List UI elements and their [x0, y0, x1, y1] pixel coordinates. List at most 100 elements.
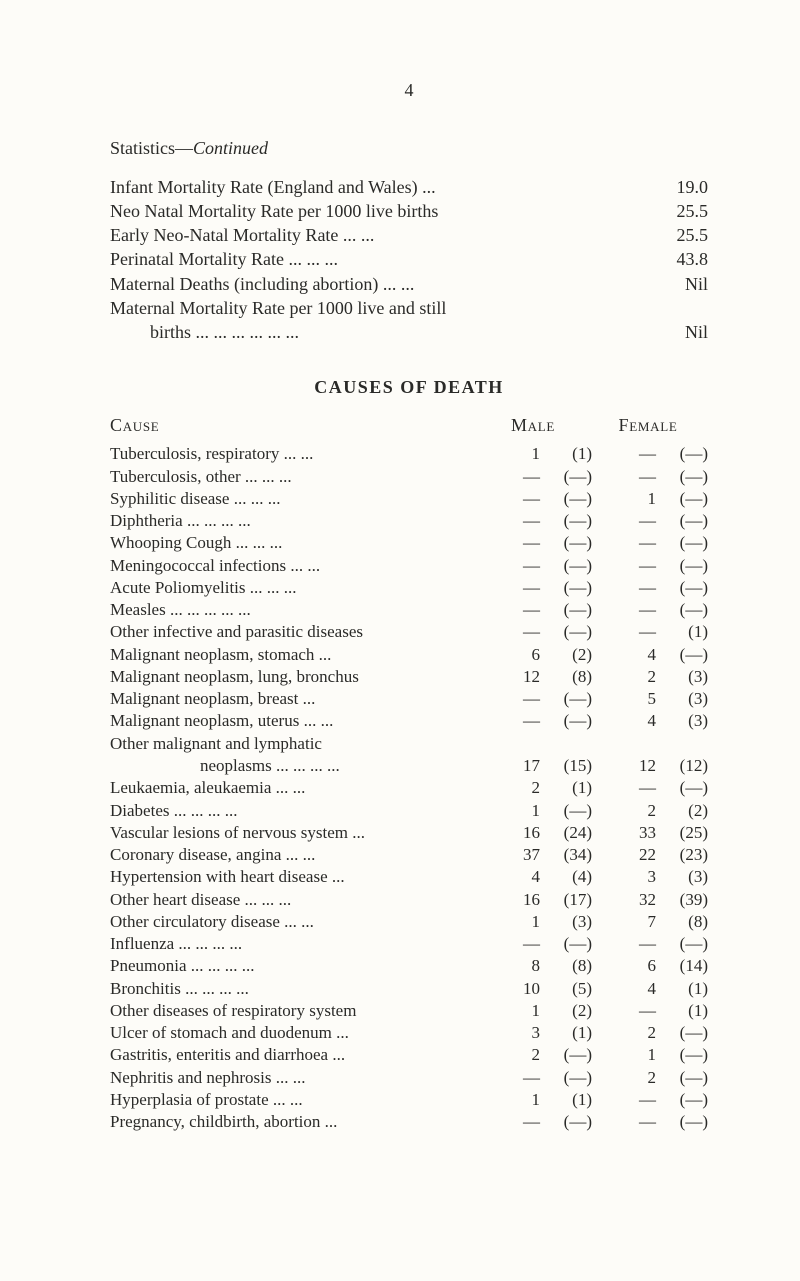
cause-row: Malignant neoplasm, uterus ... ...—(—)4(… [110, 710, 708, 732]
cause-label: Hyperplasia of prostate ... ... [110, 1089, 504, 1111]
female-paren: (8) [656, 911, 708, 933]
male-count: 6 [504, 644, 540, 666]
page: 4 Statistics—Continued Infant Mortality … [0, 0, 800, 1281]
female-count: 2 [620, 1022, 656, 1044]
cause-row: Influenza ... ... ... ...—(—)—(—) [110, 933, 708, 955]
male-count: — [504, 599, 540, 621]
male-count: — [504, 488, 540, 510]
male-count: 37 [504, 844, 540, 866]
stats-label: Infant Mortality Rate (England and Wales… [110, 175, 648, 199]
stats-value: Nil [648, 320, 708, 344]
female-paren: (23) [656, 844, 708, 866]
male-count: 2 [504, 777, 540, 799]
cause-row: Malignant neoplasm, stomach ...6(2)4(—) [110, 644, 708, 666]
cause-label: Bronchitis ... ... ... ... [110, 978, 504, 1000]
stats-label: Early Neo-Natal Mortality Rate ... ... [110, 223, 648, 247]
stats-row: Infant Mortality Rate (England and Wales… [110, 175, 708, 199]
male-paren: (—) [540, 933, 592, 955]
cause-row: Hyperplasia of prostate ... ...1(1)—(—) [110, 1089, 708, 1111]
cause-row: Other heart disease ... ... ...16(17)32(… [110, 889, 708, 911]
male-paren: (1) [540, 1089, 592, 1111]
male-count: — [504, 577, 540, 599]
cause-row: Malignant neoplasm, breast ...—(—)5(3) [110, 688, 708, 710]
female-paren: (1) [656, 978, 708, 1000]
cause-row: Pregnancy, childbirth, abortion ...—(—)—… [110, 1111, 708, 1133]
cause-label: Syphilitic disease ... ... ... [110, 488, 504, 510]
male-paren: (—) [540, 688, 592, 710]
cause-label: Pneumonia ... ... ... ... [110, 955, 504, 977]
causes-table: Tuberculosis, respiratory ... ...1(1)—(—… [110, 443, 708, 1133]
stats-value: 25.5 [648, 199, 708, 223]
cause-row: Malignant neoplasm, lung, bronchus12(8)2… [110, 666, 708, 688]
male-paren: (15) [540, 755, 592, 777]
female-count: 4 [620, 710, 656, 732]
female-count: 6 [620, 955, 656, 977]
female-count: — [620, 510, 656, 532]
cause-row: Tuberculosis, other ... ... ...—(—)—(—) [110, 466, 708, 488]
male-paren: (—) [540, 488, 592, 510]
female-paren: (—) [656, 532, 708, 554]
female-count: — [620, 1111, 656, 1133]
cause-label: Acute Poliomyelitis ... ... ... [110, 577, 504, 599]
col-female: Female [588, 413, 708, 437]
cause-label: Vascular lesions of nervous system ... [110, 822, 504, 844]
stats-label: Maternal Deaths (including abortion) ...… [110, 272, 648, 296]
cause-label: Malignant neoplasm, uterus ... ... [110, 710, 504, 732]
male-paren: (24) [540, 822, 592, 844]
male-count: — [504, 555, 540, 577]
stats-row: Neo Natal Mortality Rate per 1000 live b… [110, 199, 708, 223]
male-count: — [504, 532, 540, 554]
cause-label: Hypertension with heart disease ... [110, 866, 504, 888]
male-paren: (—) [540, 555, 592, 577]
cause-row: Syphilitic disease ... ... ...—(—)1(—) [110, 488, 708, 510]
female-count: 1 [620, 488, 656, 510]
female-paren: (—) [656, 577, 708, 599]
cause-label: Measles ... ... ... ... ... [110, 599, 504, 621]
male-paren: (—) [540, 1067, 592, 1089]
cause-row: Vascular lesions of nervous system ...16… [110, 822, 708, 844]
male-paren: (—) [540, 510, 592, 532]
female-paren: (39) [656, 889, 708, 911]
male-paren: (—) [540, 466, 592, 488]
male-count: — [504, 1111, 540, 1133]
female-paren: (—) [656, 1044, 708, 1066]
col-cause: Cause [110, 413, 478, 437]
cause-label: Pregnancy, childbirth, abortion ... [110, 1111, 504, 1133]
male-paren: (1) [540, 777, 592, 799]
male-count: 1 [504, 1089, 540, 1111]
cause-label: Meningococcal infections ... ... [110, 555, 504, 577]
male-paren: (—) [540, 800, 592, 822]
cause-row: Ulcer of stomach and duodenum ...3(1)2(—… [110, 1022, 708, 1044]
cause-row: Other circulatory disease ... ...1(3)7(8… [110, 911, 708, 933]
female-count: — [620, 599, 656, 621]
female-paren: (3) [656, 710, 708, 732]
female-count: — [620, 1000, 656, 1022]
female-paren: (—) [656, 933, 708, 955]
female-count: 32 [620, 889, 656, 911]
col-male: Male [478, 413, 588, 437]
male-count: 1 [504, 911, 540, 933]
cause-label: Ulcer of stomach and duodenum ... [110, 1022, 504, 1044]
cause-row: Acute Poliomyelitis ... ... ...—(—)—(—) [110, 577, 708, 599]
cause-row: Measles ... ... ... ... ...—(—)—(—) [110, 599, 708, 621]
male-paren: (—) [540, 621, 592, 643]
stats-label: Neo Natal Mortality Rate per 1000 live b… [110, 199, 648, 223]
female-count: 3 [620, 866, 656, 888]
cause-label: Other malignant and lymphatic [110, 733, 504, 755]
cause-label: Other diseases of respiratory system [110, 1000, 504, 1022]
male-count: 16 [504, 889, 540, 911]
cause-label: Diphtheria ... ... ... ... [110, 510, 504, 532]
female-count: 4 [620, 644, 656, 666]
female-paren: (—) [656, 599, 708, 621]
cause-row: Diphtheria ... ... ... ...—(—)—(—) [110, 510, 708, 532]
male-count: 3 [504, 1022, 540, 1044]
cause-row: Other infective and parasitic diseases—(… [110, 621, 708, 643]
female-count: — [620, 933, 656, 955]
female-paren: (—) [656, 466, 708, 488]
section-head-text: Statistics— [110, 138, 193, 158]
stats-row: Perinatal Mortality Rate ... ... ...43.8 [110, 247, 708, 271]
female-paren: (—) [656, 1089, 708, 1111]
section-head-italic: Continued [193, 138, 268, 158]
female-count: 2 [620, 666, 656, 688]
cause-label: Gastritis, enteritis and diarrhoea ... [110, 1044, 504, 1066]
